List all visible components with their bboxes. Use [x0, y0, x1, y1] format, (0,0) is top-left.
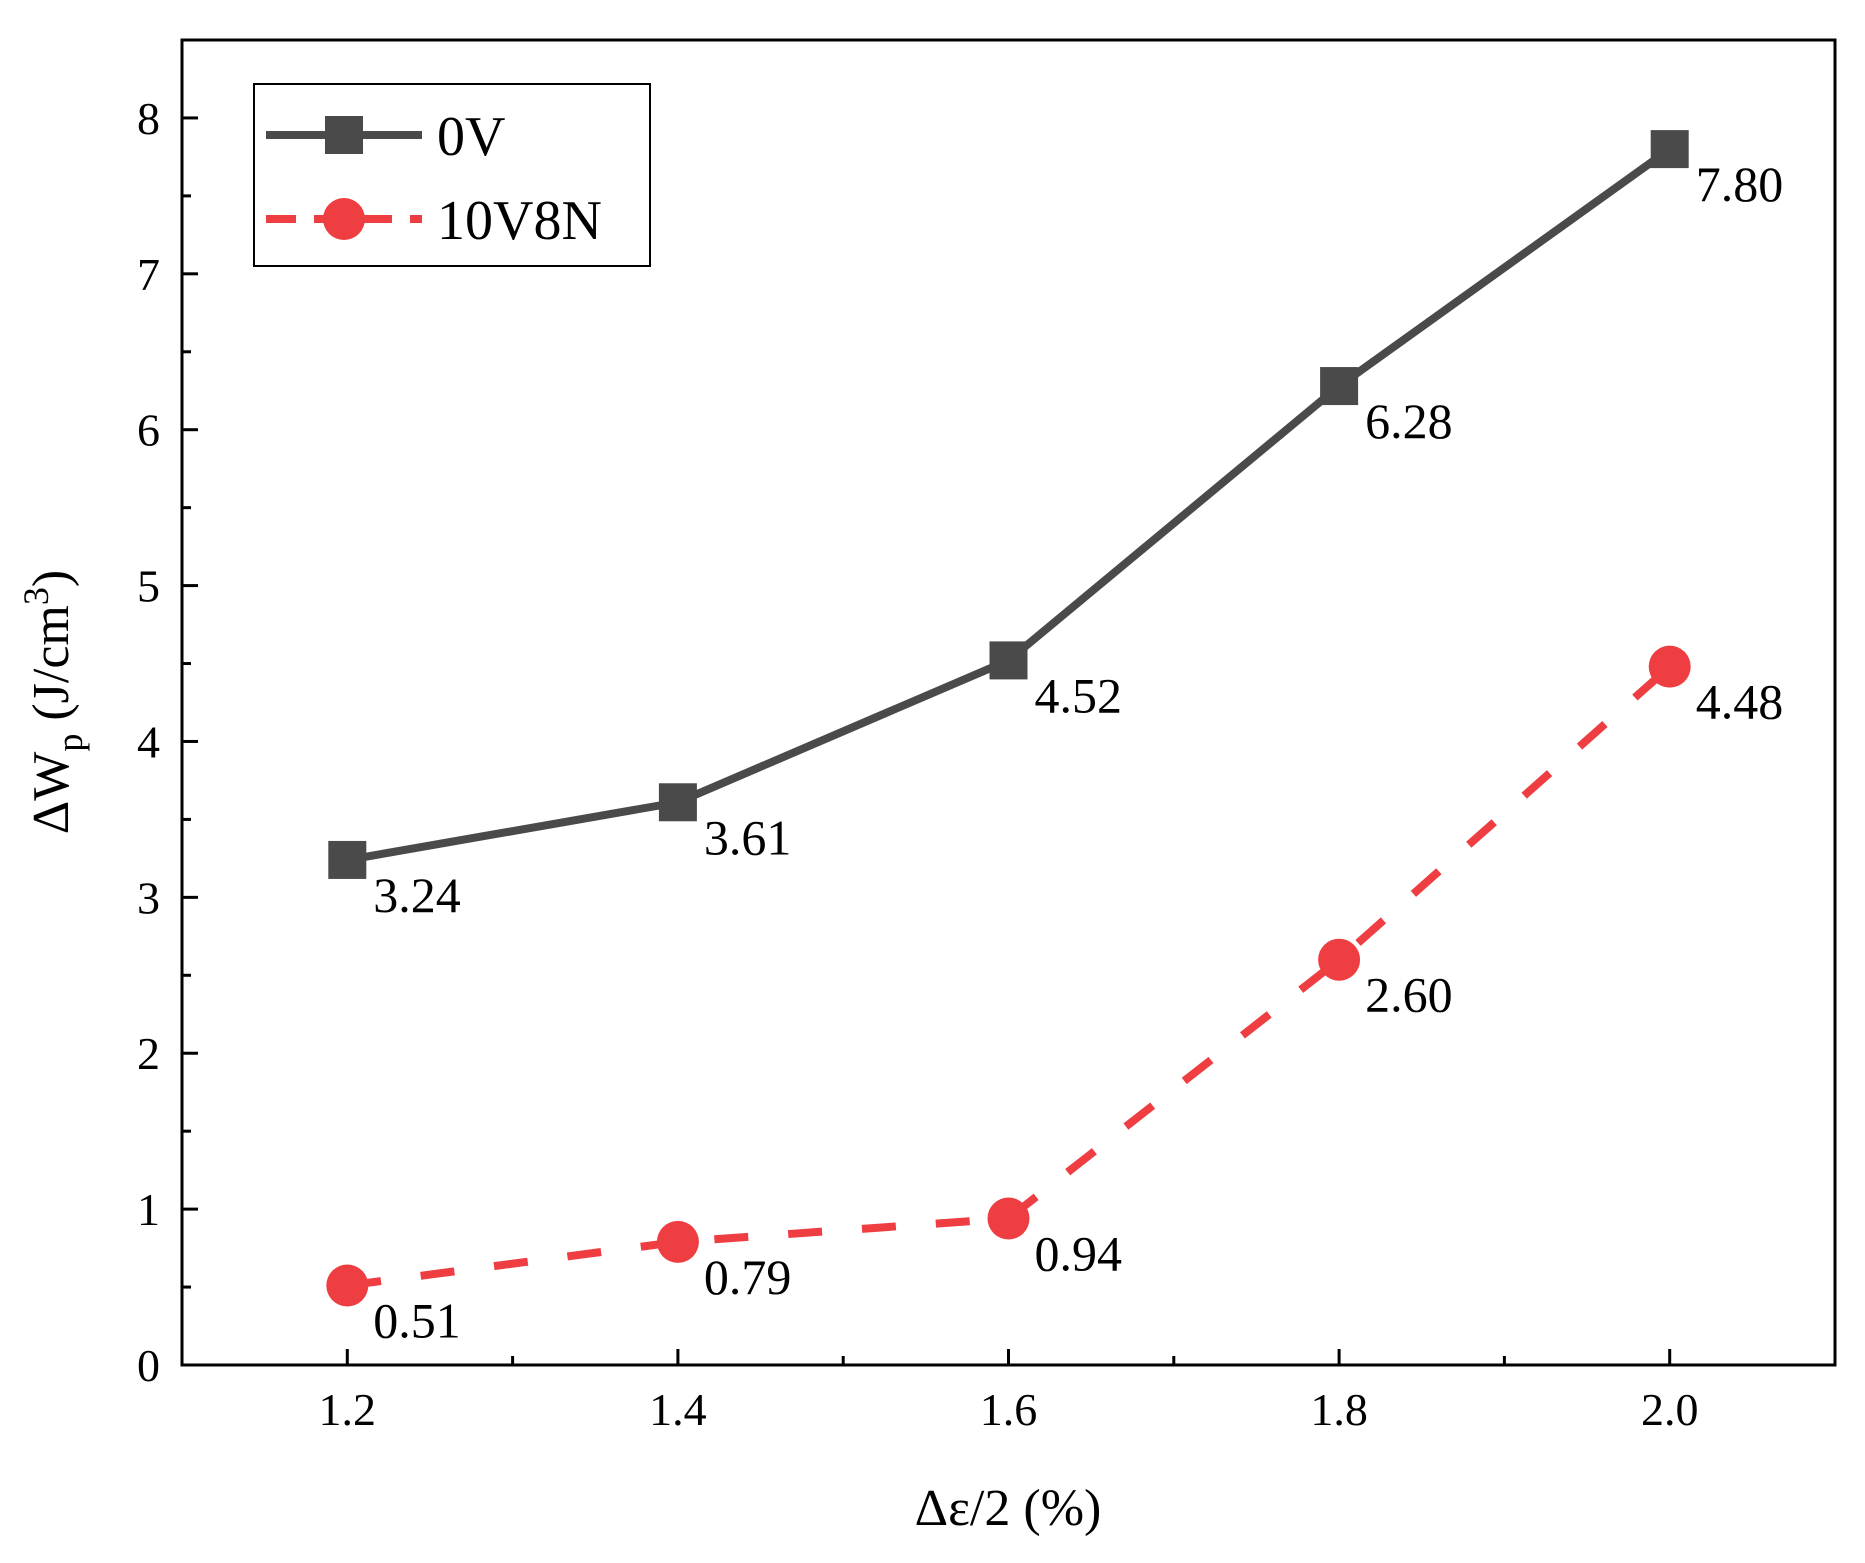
data-label-10v8n: 4.48	[1696, 674, 1784, 730]
y-axis-title-subscript: p	[50, 734, 90, 752]
x-tick-label: 2.0	[1641, 1384, 1699, 1435]
y-tick-label: 6	[137, 405, 160, 456]
data-label-10v8n: 0.51	[373, 1293, 461, 1349]
y-tick-label: 2	[137, 1028, 160, 1079]
y-axis-title-unit-start: (J/cm	[23, 605, 80, 734]
x-tick-label: 1.6	[980, 1384, 1038, 1435]
data-label-0v: 7.80	[1696, 156, 1784, 212]
data-point-0v	[1320, 367, 1359, 406]
data-point-10v8n	[1318, 938, 1361, 981]
y-axis-title: ΔWp (J/cm3)	[16, 570, 90, 834]
legend-marker-0v	[325, 116, 363, 154]
data-label-10v8n: 0.79	[704, 1249, 792, 1305]
y-tick-label: 7	[137, 249, 160, 300]
data-point-0v	[1650, 130, 1689, 169]
data-point-0v	[328, 840, 367, 879]
data-label-0v: 4.52	[1035, 667, 1123, 723]
series-line-10v8n	[346, 663, 1673, 1290]
data-point-0v	[989, 641, 1028, 680]
legend-marker-10v8n	[323, 198, 365, 240]
y-tick-label: 8	[137, 93, 160, 144]
ticks-layer: 1.2 1.4 1.6 1.8 2.0 0 1 2 3 4 5 6 7 8	[137, 93, 1698, 1435]
x-tick-label: 1.4	[649, 1384, 707, 1435]
labels-layer: 3.24 3.61 4.52 6.28 7.80 0.51 0.79 0.94 2.60 4.48	[373, 156, 1783, 1348]
data-point-0v	[658, 783, 697, 822]
data-label-0v: 6.28	[1365, 393, 1453, 449]
y-axis-title-superscript: 3	[16, 587, 56, 605]
data-label-10v8n: 0.94	[1035, 1225, 1123, 1281]
x-tick-label: 1.2	[319, 1384, 377, 1435]
y-tick-label: 0	[137, 1340, 160, 1391]
data-point-10v8n	[656, 1220, 699, 1263]
y-tick-label: 5	[137, 561, 160, 612]
legend-label-0v: 0V	[437, 106, 505, 168]
series-layer	[326, 130, 1691, 1307]
data-label-0v: 3.24	[373, 867, 461, 923]
data-point-10v8n	[1648, 645, 1691, 688]
data-label-10v8n: 2.60	[1365, 967, 1453, 1023]
x-tick-label: 1.8	[1310, 1384, 1368, 1435]
data-point-10v8n	[987, 1197, 1030, 1240]
plot-frame	[180, 38, 1837, 1367]
y-axis-title-unit-end: )	[23, 570, 80, 587]
data-label-0v: 3.61	[704, 809, 792, 865]
y-tick-label: 4	[137, 716, 160, 767]
y-tick-label: 1	[137, 1184, 160, 1235]
x-axis-title: Δε/2 (%)	[915, 1480, 1102, 1537]
legend-label-10v8n: 10V8N	[437, 190, 602, 252]
y-axis-title-prefix: ΔW	[23, 752, 80, 835]
legend-box	[253, 83, 651, 267]
legend: 0V 10V8N	[253, 83, 651, 267]
y-tick-label: 3	[137, 872, 160, 923]
data-point-10v8n	[326, 1264, 369, 1307]
